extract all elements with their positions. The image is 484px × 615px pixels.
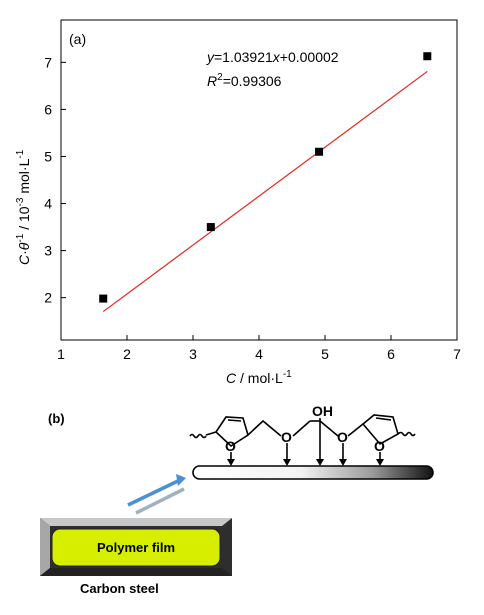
furan-ring-right	[361, 414, 399, 446]
panel-a-label: (a)	[69, 31, 86, 47]
zoom-arrow-blue	[127, 478, 181, 507]
zoom-arrowhead-blue	[176, 474, 186, 486]
x-tick-label: 2	[123, 346, 131, 362]
fit-layer	[102, 70, 428, 313]
x-tick-label: 1	[57, 346, 65, 362]
furan-oxygen-right: O	[374, 438, 385, 454]
bond	[292, 420, 311, 437]
furan-ring-left	[214, 416, 249, 448]
furan-double-bond	[375, 417, 392, 421]
fit-r-squared: R2=0.99306	[207, 72, 282, 89]
methylene-linker	[247, 419, 282, 437]
data-point	[315, 147, 324, 156]
metal-surface-bar	[192, 465, 434, 480]
x-tick-label: 5	[321, 346, 329, 362]
y-axis-title: C·θ-1 / 10-3 mol·L-1	[15, 149, 32, 265]
y-tick-label: 4	[44, 196, 52, 212]
panel-b-label: (b)	[48, 411, 65, 426]
x-tick-label: 3	[189, 346, 197, 362]
x-tick-label: 4	[255, 346, 263, 362]
fit-equation: y=1.03921x+0.00002	[206, 49, 339, 65]
y-tick-label: 5	[44, 148, 52, 164]
fit-line	[102, 70, 428, 313]
polymer-film	[51, 528, 221, 567]
chain-end-left	[189, 433, 207, 439]
ether-oxygen: O	[281, 429, 292, 445]
plot-frame	[60, 19, 458, 341]
carbon-steel-label: Carbon steel	[80, 581, 159, 596]
chain-end-right	[397, 431, 416, 437]
x-axis-ticks: 1 2 3 4 5 6 7	[57, 335, 461, 362]
data-point	[99, 294, 108, 303]
bond	[347, 423, 364, 437]
hydroxyl-label: OH	[312, 403, 333, 419]
furan-double-bond	[227, 419, 242, 422]
x-tick-label: 7	[453, 346, 461, 362]
y-tick-label: 3	[44, 243, 52, 259]
bevel-bottom	[40, 568, 232, 576]
bevel-left	[40, 518, 50, 576]
bevel-top	[40, 518, 232, 526]
polymer-film-label: Polymer film	[97, 540, 175, 555]
scatter-chart: 1 2 3 4 5 6 7 2 3 4 5 6 7 (a) y=1.03921x+0.00002 R2…	[15, 19, 461, 386]
arrow-head	[227, 459, 235, 466]
y-tick-label: 6	[44, 101, 52, 117]
ester-oxygen: O	[337, 429, 348, 445]
polymer-molecule	[189, 414, 416, 460]
arrow-heads	[227, 459, 384, 466]
y-tick-label: 2	[44, 290, 52, 306]
bond	[205, 431, 217, 436]
arrow-head	[339, 459, 347, 466]
bond	[319, 420, 339, 437]
arrow-head	[316, 459, 324, 466]
arrow-head	[283, 459, 291, 466]
zoom-arrow-grey	[135, 487, 185, 515]
y-tick-label: 7	[44, 54, 52, 70]
data-point	[423, 52, 432, 61]
x-axis-title: C / mol·L-1	[226, 369, 292, 386]
points-layer	[99, 52, 432, 303]
x-tick-label: 6	[387, 346, 395, 362]
furan-oxygen-left: O	[225, 438, 236, 454]
y-axis-ticks: 2 3 4 5 6 7	[44, 54, 66, 306]
arrow-head	[376, 459, 384, 466]
adsorption-schematic: (b)	[40, 403, 434, 596]
data-point	[206, 223, 215, 232]
